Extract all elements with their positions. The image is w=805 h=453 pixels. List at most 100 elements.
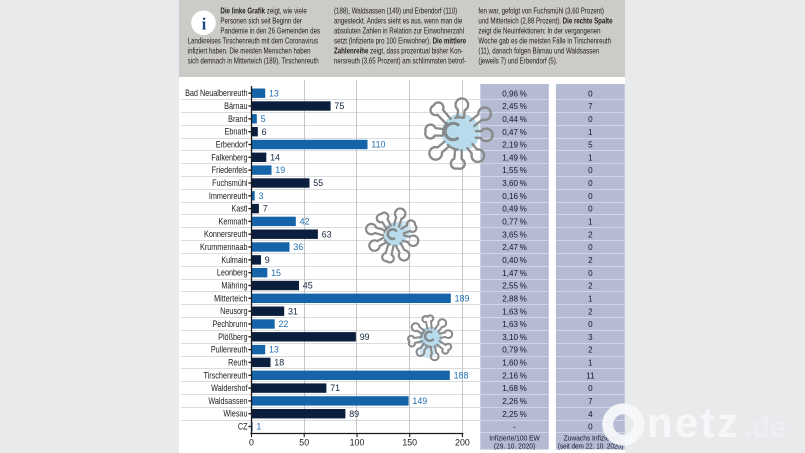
svg-text:Waldershof: Waldershof (211, 383, 248, 393)
svg-text:.de: .de (744, 412, 786, 444)
svg-text:Falkenberg: Falkenberg (211, 153, 247, 163)
svg-text:63: 63 (322, 229, 332, 239)
svg-text:Mähring: Mähring (221, 281, 247, 291)
svg-text:0: 0 (588, 319, 593, 329)
svg-text:Die linke Grafik zeigt, wie vi: Die linke Grafik zeigt, wie viele (220, 6, 306, 16)
svg-text:Zuwachs Infizierte: Zuwachs Infizierte (564, 435, 618, 442)
svg-text:200: 200 (455, 438, 470, 448)
svg-text:0,44 %: 0,44 % (502, 114, 527, 124)
svg-text:sich demnach in Mitterteich (1: sich demnach in Mitterteich (189), Tirsc… (188, 56, 319, 66)
svg-text:Krummennaab: Krummennaab (200, 242, 248, 252)
svg-text:1: 1 (588, 152, 593, 162)
svg-text:0,49 %: 0,49 % (502, 203, 527, 213)
svg-text:1,60 %: 1,60 % (502, 357, 527, 367)
svg-text:42: 42 (300, 217, 310, 227)
svg-text:11: 11 (586, 370, 595, 380)
svg-text:6: 6 (262, 127, 267, 137)
svg-text:Mitterteich: Mitterteich (214, 294, 247, 304)
svg-text:1,49 %: 1,49 % (502, 152, 527, 162)
svg-text:0: 0 (588, 114, 593, 124)
svg-text:setzt (Infizierte pro 100 Einw: setzt (Infizierte pro 100 Einwohner). Di… (334, 36, 466, 46)
svg-text:fen war, gefolgt von Fuchsmühl: fen war, gefolgt von Fuchsmühl (3,60 Pro… (478, 6, 604, 16)
svg-text:3: 3 (588, 332, 593, 342)
svg-text:36: 36 (293, 242, 303, 252)
svg-text:1,68 %: 1,68 % (502, 383, 527, 393)
svg-text:1: 1 (588, 293, 593, 303)
svg-text:7: 7 (263, 204, 268, 214)
svg-text:(seit dem 22. 10. 2020): (seit dem 22. 10. 2020) (558, 443, 623, 451)
svg-text:(188), Waldsassen (149) und Er: (188), Waldsassen (149) und Erbendorf (1… (334, 6, 457, 16)
svg-text:55: 55 (313, 178, 323, 188)
svg-text:0,40 %: 0,40 % (502, 255, 527, 265)
svg-text:0: 0 (588, 178, 593, 188)
svg-text:0: 0 (588, 242, 593, 252)
svg-text:2,26 %: 2,26 % (502, 396, 527, 406)
svg-text:7: 7 (588, 101, 593, 111)
svg-text:Konnersreuth: Konnersreuth (204, 230, 247, 240)
svg-text:Zahlenreihe zeigt, dass prozen: Zahlenreihe zeigt, dass prozentual bishe… (334, 46, 463, 56)
svg-text:2: 2 (588, 306, 593, 316)
svg-text:2,88 %: 2,88 % (502, 293, 527, 303)
svg-text:13: 13 (269, 345, 279, 355)
svg-text:Kulmain: Kulmain (221, 255, 247, 265)
svg-text:1: 1 (256, 422, 261, 432)
svg-text:(11), danach folgen Bärnau und: (11), danach folgen Bärnau und Waldsasse… (478, 46, 599, 56)
svg-text:110: 110 (371, 140, 385, 150)
svg-text:Waldsassen: Waldsassen (208, 396, 247, 406)
svg-text:71: 71 (330, 383, 340, 393)
svg-text:7: 7 (588, 396, 593, 406)
svg-text:infiziert haben. Die meisten M: infiziert haben. Die meisten Menschen ha… (188, 46, 311, 56)
svg-text:100: 100 (350, 438, 365, 448)
svg-text:50: 50 (299, 438, 309, 448)
svg-text:3,60 %: 3,60 % (502, 178, 527, 188)
svg-text:9: 9 (265, 255, 270, 265)
svg-text:Fuchsmühl: Fuchsmühl (212, 178, 248, 188)
svg-text:Erbendorf: Erbendorf (216, 140, 248, 150)
svg-text:Infizierte/100 EW: Infizierte/100 EW (489, 435, 540, 442)
svg-text:angesteckt. Anders sieht es au: angesteckt. Anders sieht es aus, wenn ma… (334, 16, 462, 26)
svg-text:1,63 %: 1,63 % (502, 306, 527, 316)
svg-text:2: 2 (588, 255, 593, 265)
svg-text:3,65 %: 3,65 % (502, 229, 527, 239)
svg-text:Kemnath: Kemnath (219, 217, 248, 227)
svg-text:Immenreuth: Immenreuth (209, 191, 248, 201)
svg-text:0: 0 (588, 203, 593, 213)
svg-text:5: 5 (588, 139, 593, 149)
svg-text:2: 2 (588, 344, 593, 354)
svg-text:2,47 %: 2,47 % (502, 242, 527, 252)
svg-text:Reuth: Reuth (228, 358, 247, 368)
svg-text:3: 3 (259, 191, 264, 201)
svg-text:Friedenfels: Friedenfels (212, 165, 248, 175)
svg-text:13: 13 (269, 88, 279, 98)
svg-text:netz: netz (647, 399, 738, 446)
svg-text:1: 1 (588, 357, 593, 367)
svg-text:Tirschenreuth: Tirschenreuth (203, 371, 247, 381)
svg-text:Pandemie in den 26 Gemeinden d: Pandemie in den 26 Gemeinden des (220, 26, 320, 36)
svg-text:(29. 10. 2020): (29. 10. 2020) (494, 443, 535, 450)
svg-text:(jeweils 7) und Erbendorf (5).: (jeweils 7) und Erbendorf (5). (478, 56, 557, 66)
svg-text:Bärnau: Bärnau (224, 101, 247, 111)
svg-text:2: 2 (588, 280, 593, 290)
svg-text:1,55 %: 1,55 % (502, 165, 527, 175)
svg-text:Woche gab es die meisten Fälle: Woche gab es die meisten Fälle in Tirsch… (478, 36, 611, 46)
svg-text:Brand: Brand (228, 114, 247, 124)
svg-text:Ebnath: Ebnath (225, 127, 248, 137)
svg-text:5: 5 (261, 114, 266, 124)
svg-text:zeigt die Neuinfektionen: In d: zeigt die Neuinfektionen: In der vergang… (478, 26, 600, 36)
svg-text:0: 0 (588, 421, 593, 431)
svg-text:Pechbrunn: Pechbrunn (212, 319, 247, 329)
svg-text:45: 45 (303, 281, 313, 291)
svg-text:31: 31 (288, 306, 298, 316)
svg-text:Landkreises Tirschenreuth mit: Landkreises Tirschenreuth mit dem Corona… (188, 36, 319, 46)
svg-text:1: 1 (588, 216, 593, 226)
svg-text:0,96 %: 0,96 % (502, 88, 527, 98)
svg-text:Bad Neualbenreuth: Bad Neualbenreuth (185, 89, 247, 99)
svg-text:0: 0 (588, 268, 593, 278)
svg-text:CZ: CZ (238, 422, 248, 432)
svg-text:Leonberg: Leonberg (217, 268, 248, 278)
svg-text:-: - (513, 421, 516, 431)
svg-text:0: 0 (588, 383, 593, 393)
svg-text:0: 0 (249, 438, 254, 448)
svg-text:2: 2 (588, 229, 593, 239)
svg-text:2,45 %: 2,45 % (502, 101, 527, 111)
